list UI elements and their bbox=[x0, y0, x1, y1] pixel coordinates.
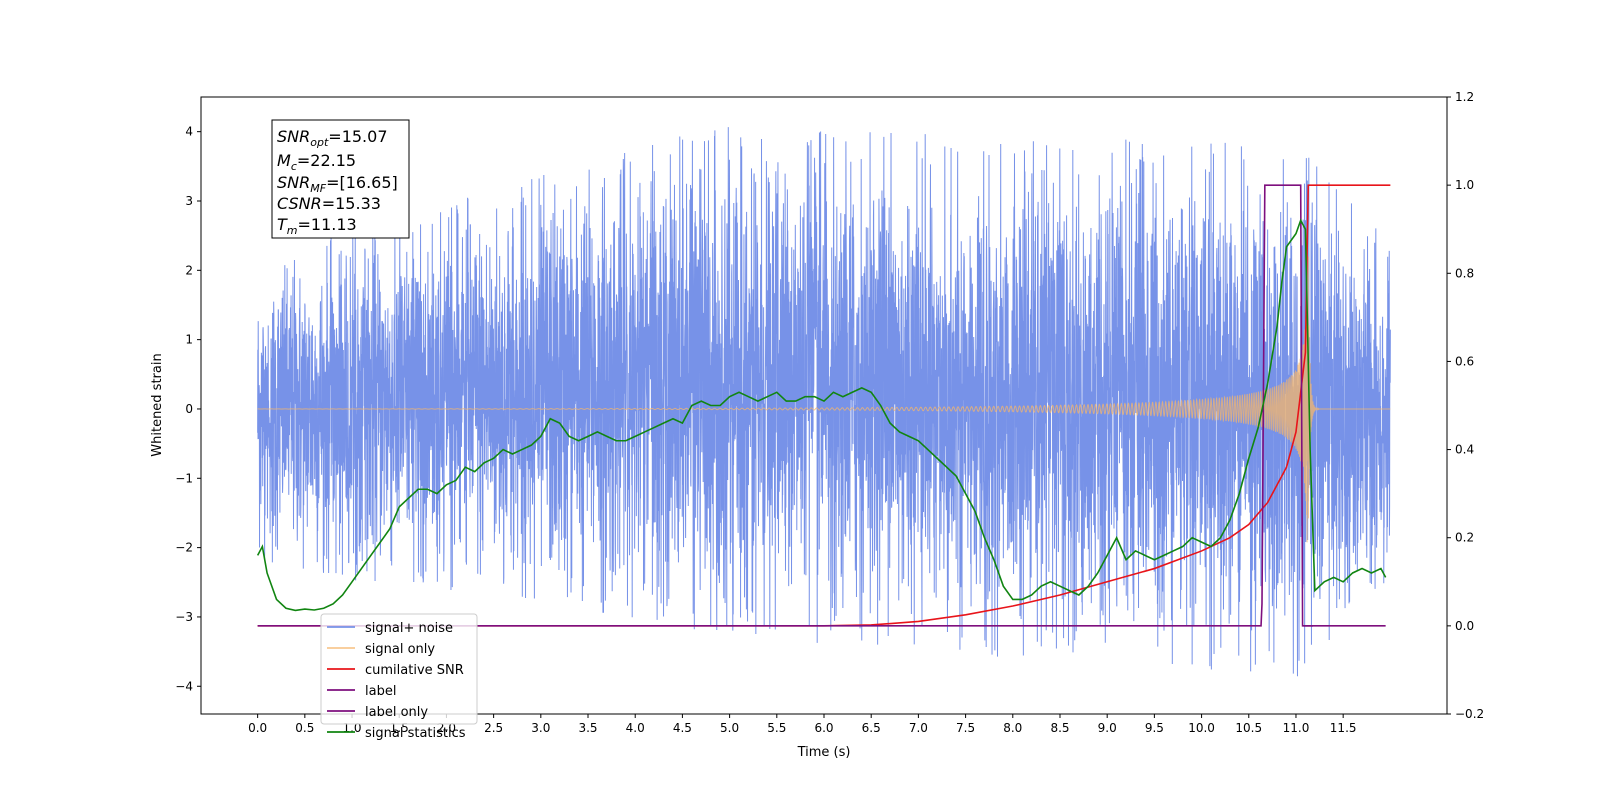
snr-opt-value: =15.07 bbox=[328, 127, 387, 146]
x-tick-label: 7.0 bbox=[909, 721, 928, 735]
x-tick-label: 8.5 bbox=[1050, 721, 1069, 735]
x-tick-label: 11.5 bbox=[1330, 721, 1357, 735]
x-tick-label: 5.5 bbox=[767, 721, 786, 735]
tm-value: =11.13 bbox=[298, 215, 357, 234]
snr-mf-value: =[16.65] bbox=[326, 173, 398, 192]
y2-tick-label: 0.8 bbox=[1455, 266, 1474, 280]
y2-axis-ticks: −0.2 0.0 0.2 0.4 0.6 0.8 1.0 1.2 bbox=[1447, 90, 1484, 721]
y-axis-ticks: −4 −3 −2 −1 0 1 2 3 4 bbox=[175, 125, 201, 693]
snr-mf-base: SNR bbox=[277, 173, 310, 192]
y2-tick-label: 0.0 bbox=[1455, 619, 1474, 633]
legend-label-signal-noise: signal+ noise bbox=[365, 621, 453, 636]
series-signal-only bbox=[257, 256, 1391, 543]
x-tick-label: 10.5 bbox=[1235, 721, 1262, 735]
series-signal-statistics bbox=[256, 218, 1387, 612]
snr-mf-sub: MF bbox=[310, 182, 326, 195]
annotation-tm: Tm=11.13 bbox=[277, 215, 357, 237]
x-tick-label: 0.0 bbox=[248, 721, 267, 735]
legend: signal+ noise signal only cumilative SNR la… bbox=[320, 613, 478, 741]
y2-tick-label: −0.2 bbox=[1455, 707, 1484, 721]
x-tick-label: 2.5 bbox=[484, 721, 503, 735]
csnr-base: CSNR bbox=[277, 194, 322, 213]
x-tick-label: 0.5 bbox=[295, 721, 314, 735]
legend-label-signal-only: signal only bbox=[365, 642, 435, 657]
series-layer bbox=[256, 127, 1391, 677]
series-cumilative-snr bbox=[257, 184, 1391, 627]
series-signal-noise bbox=[257, 127, 1391, 677]
snr-opt-sub: opt bbox=[310, 136, 329, 149]
y2-tick-label: 0.4 bbox=[1455, 443, 1474, 457]
snr-opt-base: SNR bbox=[277, 127, 310, 146]
annotation-box: SNRopt=15.07 Mc=22.15 SNRMF=[16.65] CSNR… bbox=[271, 119, 410, 239]
legend-label-signal-statistics: signal statistics bbox=[365, 726, 466, 741]
tm-sub: m bbox=[287, 224, 298, 237]
legend-label-cumilative-snr: cumilative SNR bbox=[365, 663, 464, 678]
x-tick-label: 9.5 bbox=[1145, 721, 1164, 735]
legend-label-label: label bbox=[365, 684, 396, 699]
x-tick-label: 3.0 bbox=[531, 721, 550, 735]
y-tick-label: −3 bbox=[175, 610, 193, 624]
y-tick-label: −4 bbox=[175, 679, 193, 693]
mc-sub: c bbox=[291, 160, 297, 173]
mc-value: =22.15 bbox=[297, 151, 356, 170]
x-tick-label: 6.5 bbox=[862, 721, 881, 735]
x-tick-label: 10.0 bbox=[1188, 721, 1215, 735]
x-tick-label: 5.0 bbox=[720, 721, 739, 735]
mc-base: M bbox=[277, 151, 291, 170]
x-tick-label: 4.5 bbox=[673, 721, 692, 735]
y-tick-label: −2 bbox=[175, 541, 193, 555]
annotation-frame bbox=[271, 119, 410, 239]
x-tick-label: 9.0 bbox=[1098, 721, 1117, 735]
y-tick-label: 2 bbox=[185, 263, 193, 277]
y2-tick-label: 1.0 bbox=[1455, 178, 1474, 192]
y2-tick-label: 0.6 bbox=[1455, 354, 1474, 368]
y2-tick-label: 0.2 bbox=[1455, 531, 1474, 545]
y-tick-label: 0 bbox=[185, 402, 193, 416]
y2-tick-label: 1.2 bbox=[1455, 90, 1474, 104]
x-tick-label: 11.0 bbox=[1283, 721, 1310, 735]
x-tick-label: 3.5 bbox=[578, 721, 597, 735]
y-tick-label: 3 bbox=[185, 194, 193, 208]
annotation-snr-opt: SNRopt=15.07 bbox=[277, 127, 388, 149]
x-axis-title: Time (s) bbox=[797, 745, 851, 760]
tm-base: T bbox=[277, 215, 288, 234]
x-tick-label: 4.0 bbox=[626, 721, 645, 735]
annotation-mc: Mc=22.15 bbox=[277, 151, 356, 173]
x-tick-label: 6.0 bbox=[814, 721, 833, 735]
annotation-csnr: CSNR=15.33 bbox=[277, 194, 381, 213]
legend-label-label-only: label only bbox=[365, 705, 428, 720]
x-tick-label: 8.0 bbox=[1003, 721, 1022, 735]
y-tick-label: 1 bbox=[185, 333, 193, 347]
csnr-value: =15.33 bbox=[322, 194, 381, 213]
x-tick-label: 7.5 bbox=[956, 721, 975, 735]
y-tick-label: 4 bbox=[185, 125, 193, 139]
y-axis-title: Whitened strain bbox=[150, 353, 165, 456]
annotation-snr-mf: SNRMF=[16.65] bbox=[277, 173, 398, 195]
legend-frame bbox=[320, 613, 478, 725]
y-tick-label: −1 bbox=[175, 471, 193, 485]
